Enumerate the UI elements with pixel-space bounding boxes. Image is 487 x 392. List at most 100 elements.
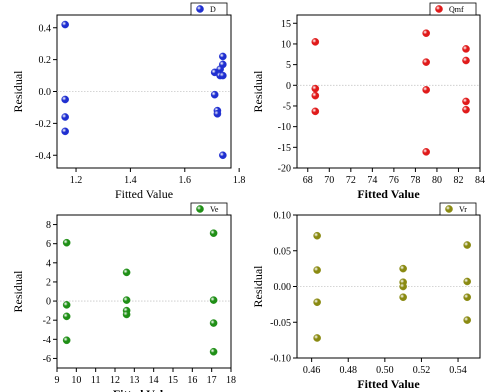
data-point: [219, 71, 227, 80]
data-point: [62, 301, 71, 309]
y-axis-label: Residual: [11, 70, 25, 113]
x-tick-label: 18: [226, 375, 236, 386]
data-point: [399, 293, 407, 302]
data-point: [219, 60, 227, 69]
data-point: [311, 91, 320, 100]
x-axis-label: Fitted Value: [115, 187, 173, 201]
x-tick-label: 15: [168, 375, 178, 386]
data-point: [399, 264, 407, 273]
x-tick-label: 1.8: [233, 175, 246, 186]
legend-marker: [435, 5, 443, 13]
x-tick-label: 84: [475, 175, 485, 186]
x-tick-label: 11: [91, 375, 101, 386]
data-point: [62, 238, 71, 247]
y-tick-label: -0.05: [270, 318, 291, 329]
data-point: [210, 90, 219, 99]
y-axis-label: Residual: [251, 70, 265, 113]
data-point: [313, 266, 321, 274]
legend-label: D: [210, 5, 216, 14]
plot-frame: [56, 214, 232, 369]
x-tick-label: 1.6: [179, 175, 192, 186]
plot-frame: [296, 14, 481, 169]
x-tick-label: 9: [55, 375, 60, 386]
data-point: [209, 347, 218, 356]
y-tick-label: 8: [46, 220, 51, 231]
y-axis-label: Residual: [251, 265, 265, 308]
x-axis-label: Fitted Value: [357, 377, 420, 391]
data-point: [399, 282, 407, 291]
data-point: [462, 56, 470, 65]
data-point: [311, 107, 320, 116]
x-tick-label: 13: [129, 375, 139, 386]
x-tick-label: 1.4: [124, 175, 137, 186]
data-point: [462, 105, 470, 114]
y-axis-label: Residual: [11, 270, 25, 313]
y-tick-label: 0.4: [39, 23, 52, 34]
data-point: [213, 110, 222, 118]
y-tick-label: -15: [278, 143, 291, 154]
x-tick-label: 78: [410, 175, 420, 186]
data-point: [122, 268, 131, 277]
panel-4: 0.46 0.48 0.50 0.52 0.54 -0.10 -0.05 0.00 0.05 0.…: [251, 202, 481, 391]
data-point: [209, 296, 218, 304]
y-tick-label: -5: [283, 101, 291, 112]
legend-marker: [445, 205, 453, 213]
y-tick-label: -2: [43, 316, 51, 327]
data-point: [62, 336, 71, 345]
x-tick-label: 80: [432, 175, 442, 186]
x-tick-label: 82: [453, 175, 463, 186]
x-tick-label: 70: [324, 175, 334, 186]
legend-label: Vr: [459, 205, 467, 214]
data-point: [61, 20, 69, 29]
y-tick-label: 0.00: [274, 282, 292, 293]
y-tick-label: -20: [278, 164, 291, 175]
panel-1: 1.2 1.4 1.6 1.8 -0.4 -0.2 0.0 0.2 0.4 Fitted Valu…: [11, 2, 246, 201]
data-point: [422, 29, 430, 37]
data-point: [209, 319, 218, 327]
y-tick-label: 0.2: [39, 55, 52, 66]
data-point: [462, 45, 470, 53]
x-tick-label: 0.46: [303, 365, 321, 376]
legend-label: Qmf: [449, 5, 464, 14]
y-tick-label: -0.2: [35, 119, 51, 130]
data-point: [311, 38, 320, 46]
legend-marker: [196, 5, 204, 13]
x-tick-label: 0.48: [339, 365, 357, 376]
data-point: [422, 86, 430, 94]
data-point: [122, 310, 131, 319]
data-point: [311, 84, 320, 93]
data-point: [61, 95, 69, 104]
y-tick-label: 0.05: [274, 246, 292, 257]
data-point: [62, 312, 71, 321]
data-point: [209, 229, 218, 237]
data-point: [219, 52, 227, 61]
y-tick-label: -0.4: [35, 151, 51, 162]
legend-box: [429, 2, 477, 16]
y-tick-label: 5: [286, 60, 291, 71]
x-tick-label: 12: [110, 375, 120, 386]
y-tick-label: -4: [43, 335, 51, 346]
y-tick-label: 0.10: [274, 211, 292, 222]
data-point: [313, 231, 321, 240]
data-point: [463, 241, 471, 249]
data-point: [61, 113, 69, 121]
data-point: [462, 97, 470, 106]
x-tick-label: 76: [389, 175, 399, 186]
x-tick-label: 14: [149, 375, 159, 386]
panel-3: 9 10 11 12 13 14 15 16 17 18 -6 -4 -2 0 2 4 6 8 Fitted Val…: [11, 202, 236, 392]
data-point: [422, 148, 430, 156]
x-tick-label: 16: [187, 375, 197, 386]
x-tick-label: 72: [346, 175, 356, 186]
data-point: [422, 58, 430, 66]
x-tick-label: 17: [207, 375, 217, 386]
data-point: [463, 316, 471, 324]
data-point: [61, 127, 69, 136]
y-tick-label: 0.0: [39, 87, 52, 98]
y-tick-label: 15: [281, 19, 291, 30]
x-tick-label: 0.52: [413, 365, 431, 376]
x-tick-label: 1.2: [70, 175, 83, 186]
y-tick-label: 2: [46, 277, 51, 288]
x-tick-label: 68: [303, 175, 313, 186]
x-tick-label: 74: [367, 175, 377, 186]
